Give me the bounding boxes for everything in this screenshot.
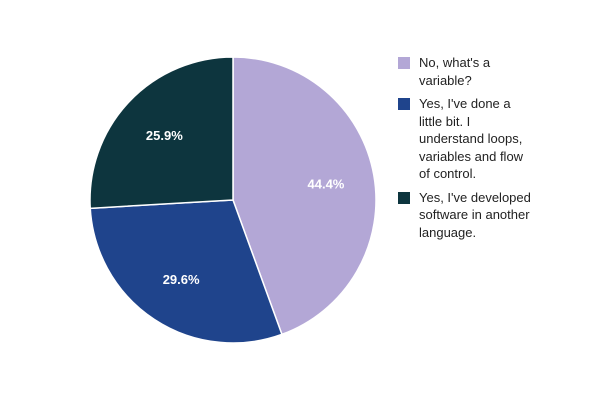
legend-item-2: Yes, I've done a little bit. I understan… [398,95,573,183]
legend: No, what's a variable? Yes, I've done a … [398,54,573,247]
legend-label-1: No, what's a variable? [419,55,491,88]
legend-label-2: Yes, I've done a little bit. I understan… [419,96,524,181]
slice-label-1: 44.4% [308,177,345,192]
pie-slice-3 [89,56,234,210]
legend-swatch-3 [398,191,410,204]
slice-label-3: 25.9% [146,128,183,143]
pie-slice-1 [232,56,377,336]
legend-swatch-1 [398,57,410,69]
legend-item-1: No, what's a variable? [398,54,573,89]
slice-label-2: 29.6% [163,272,200,287]
pie-slice-2 [89,199,283,344]
legend-swatch-2 [398,98,410,110]
legend-item-3: Yes, I've developed software in another … [398,189,573,242]
legend-label-3: Yes, I've developed software in another … [419,189,531,240]
